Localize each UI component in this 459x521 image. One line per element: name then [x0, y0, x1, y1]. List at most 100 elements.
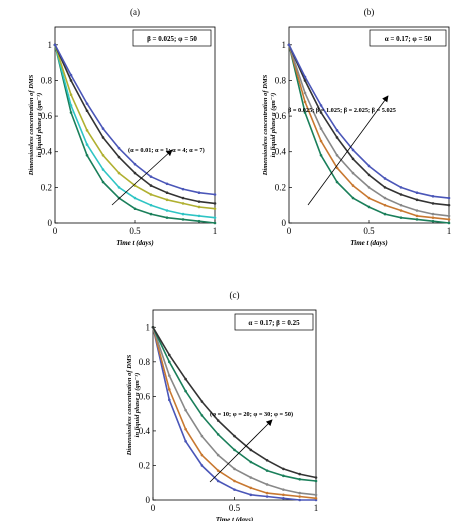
series-point-2	[335, 153, 339, 157]
series-point-1	[335, 166, 339, 170]
series-point-2	[165, 198, 169, 202]
y-tick-label: 0	[48, 218, 53, 228]
x-tick-label: 1	[447, 226, 452, 236]
series-point-3	[200, 414, 204, 417]
series-point-3	[383, 186, 387, 189]
series-point-2	[85, 129, 89, 132]
series-point-1	[303, 100, 307, 104]
series-point-3	[149, 184, 153, 187]
series-point-2	[431, 212, 435, 216]
y-axis-label-line1: Dimensionless concentration of DMS	[262, 74, 269, 176]
series-point-1	[69, 104, 73, 107]
panel-0: (a) 0 0.5 1 0 0.2 0.4 0.6 0.8 1 Time t (days) Dimen…	[28, 7, 217, 247]
y-axis-label-line2: in liquid phase u (gm⁻³)	[134, 373, 141, 438]
series-point-2	[168, 374, 171, 377]
series-point-4	[200, 400, 204, 403]
series-point-0	[133, 207, 137, 211]
series-point-3	[431, 202, 435, 205]
series-point-2	[415, 209, 419, 212]
series-point-2	[351, 171, 355, 175]
series-point-4	[53, 43, 57, 47]
series-point-4	[265, 458, 269, 462]
series-point-3	[233, 448, 236, 452]
series-point-0	[233, 488, 236, 491]
x-tick-label: 0	[287, 226, 292, 236]
series-point-3	[303, 79, 307, 82]
series-point-3	[181, 196, 185, 200]
series-point-3	[133, 171, 137, 175]
series-point-4	[447, 196, 451, 200]
y-tick-label: 1	[282, 40, 287, 50]
y-tick-label: 0.6	[139, 391, 151, 401]
series-point-4	[149, 175, 153, 178]
x-tick-label: 1	[314, 503, 319, 513]
series-point-3	[399, 193, 403, 196]
series-line-3	[288, 44, 450, 206]
series-point-0	[282, 496, 285, 500]
series-point-1	[168, 388, 171, 391]
series-point-2	[101, 153, 105, 157]
y-tick-label: 0.6	[41, 111, 53, 121]
series-line-2	[288, 44, 450, 217]
series-point-0	[367, 205, 371, 209]
series-point-4	[151, 325, 155, 329]
series-point-4	[85, 102, 89, 105]
series-point-1	[319, 139, 323, 143]
series-point-3	[367, 173, 371, 177]
series-point-1	[197, 214, 201, 218]
legend-box-text: β = 0.025; φ = 50	[147, 35, 197, 43]
series-point-4	[335, 129, 339, 132]
y-axis-label-line1: Dimensionless concentration of DMS	[28, 74, 35, 176]
series-point-3	[298, 477, 302, 481]
x-tick-label: 0.5	[129, 226, 141, 236]
y-tick-label: 0.4	[275, 147, 287, 157]
series-point-0	[168, 398, 171, 402]
series-point-2	[383, 196, 387, 200]
series-point-0	[265, 495, 269, 498]
series-point-0	[298, 498, 302, 502]
trend-arrow	[111, 149, 173, 206]
series-point-1	[431, 216, 435, 219]
x-axis-label: Time t (days)	[216, 516, 253, 521]
series-point-4	[351, 148, 355, 152]
legend-box-text: α = 0.17; β = 0.25	[248, 319, 300, 327]
series-point-2	[303, 91, 307, 95]
series-point-3	[213, 202, 217, 205]
panel-1: (b) 0 0.5 1 0 0.2 0.4 0.6 0.8 1 Time t (days) Dimen…	[262, 7, 451, 247]
plot-frame	[288, 26, 450, 224]
series-point-0	[85, 153, 89, 157]
series-line-1	[54, 44, 216, 219]
series-point-0	[383, 212, 387, 216]
series-point-2	[69, 93, 73, 97]
y-tick-label: 0.8	[41, 75, 53, 85]
series-line-0	[288, 44, 450, 224]
series-point-1	[184, 427, 187, 431]
panel-label: (c)	[230, 290, 240, 300]
series-point-4	[314, 476, 318, 479]
series-point-2	[319, 127, 323, 130]
series-point-0	[165, 216, 169, 219]
series-point-4	[249, 448, 253, 452]
series-point-3	[216, 433, 220, 436]
y-axis-label-line2: in liquid phase u (gm⁻³)	[270, 93, 277, 158]
series-point-4	[399, 186, 403, 189]
trend-arrow	[307, 95, 389, 206]
series-point-1	[200, 453, 204, 457]
x-tick-label: 0.5	[229, 503, 241, 513]
series-point-1	[383, 203, 387, 207]
series-point-3	[415, 198, 419, 202]
series-point-3	[249, 460, 253, 464]
series-point-2	[314, 493, 318, 497]
series-point-1	[216, 469, 220, 472]
legend-box	[234, 313, 314, 331]
series-point-1	[367, 196, 371, 200]
annotation-text: β = 0.025; β = 1.025; β = 2.025; β = 5.0…	[288, 107, 396, 114]
series-point-1	[249, 486, 253, 490]
series-point-2	[447, 214, 451, 218]
y-tick-label: 0	[146, 495, 151, 505]
y-tick-label: 1	[146, 322, 151, 332]
series-point-1	[415, 214, 419, 218]
y-tick-label: 0	[282, 218, 287, 228]
series-point-1	[85, 143, 89, 146]
series-point-1	[447, 218, 451, 221]
